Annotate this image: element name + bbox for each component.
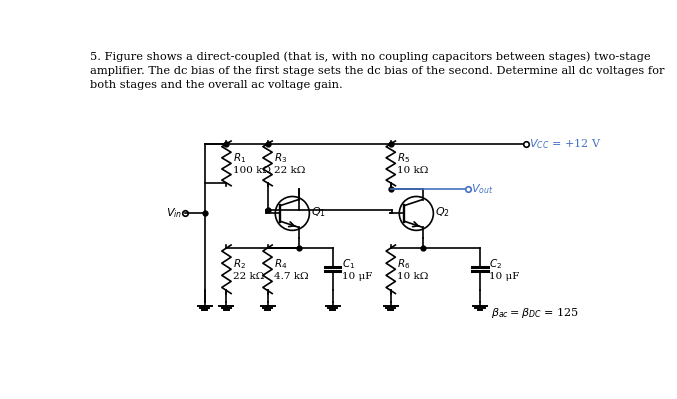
Text: $V_{out}$: $V_{out}$: [471, 182, 494, 196]
Text: $C_1$
10 μF: $C_1$ 10 μF: [342, 257, 372, 281]
Text: $V_{CC}$ = +12 V: $V_{CC}$ = +12 V: [529, 137, 602, 151]
Text: $Q_2$: $Q_2$: [435, 205, 450, 219]
Text: $R_5$
10 kΩ: $R_5$ 10 kΩ: [397, 151, 429, 176]
Text: $\beta_{ac} = \beta_{DC}$ = 125: $\beta_{ac} = \beta_{DC}$ = 125: [491, 306, 579, 320]
Text: 5. Figure shows a direct-coupled (that is, with no coupling capacitors between s: 5. Figure shows a direct-coupled (that i…: [90, 51, 665, 89]
Text: $R_2$
22 kΩ: $R_2$ 22 kΩ: [233, 257, 264, 281]
Text: $R_1$
100 kΩ: $R_1$ 100 kΩ: [233, 151, 271, 176]
Text: $C_2$
10 μF: $C_2$ 10 μF: [489, 257, 519, 281]
Text: $V_{in}$: $V_{in}$: [166, 207, 182, 220]
Text: $Q_1$: $Q_1$: [311, 205, 326, 219]
Text: $R_4$
4.7 kΩ: $R_4$ 4.7 kΩ: [274, 257, 308, 281]
Text: $R_6$
10 kΩ: $R_6$ 10 kΩ: [397, 257, 429, 281]
Text: $R_3$
22 kΩ: $R_3$ 22 kΩ: [274, 151, 305, 176]
